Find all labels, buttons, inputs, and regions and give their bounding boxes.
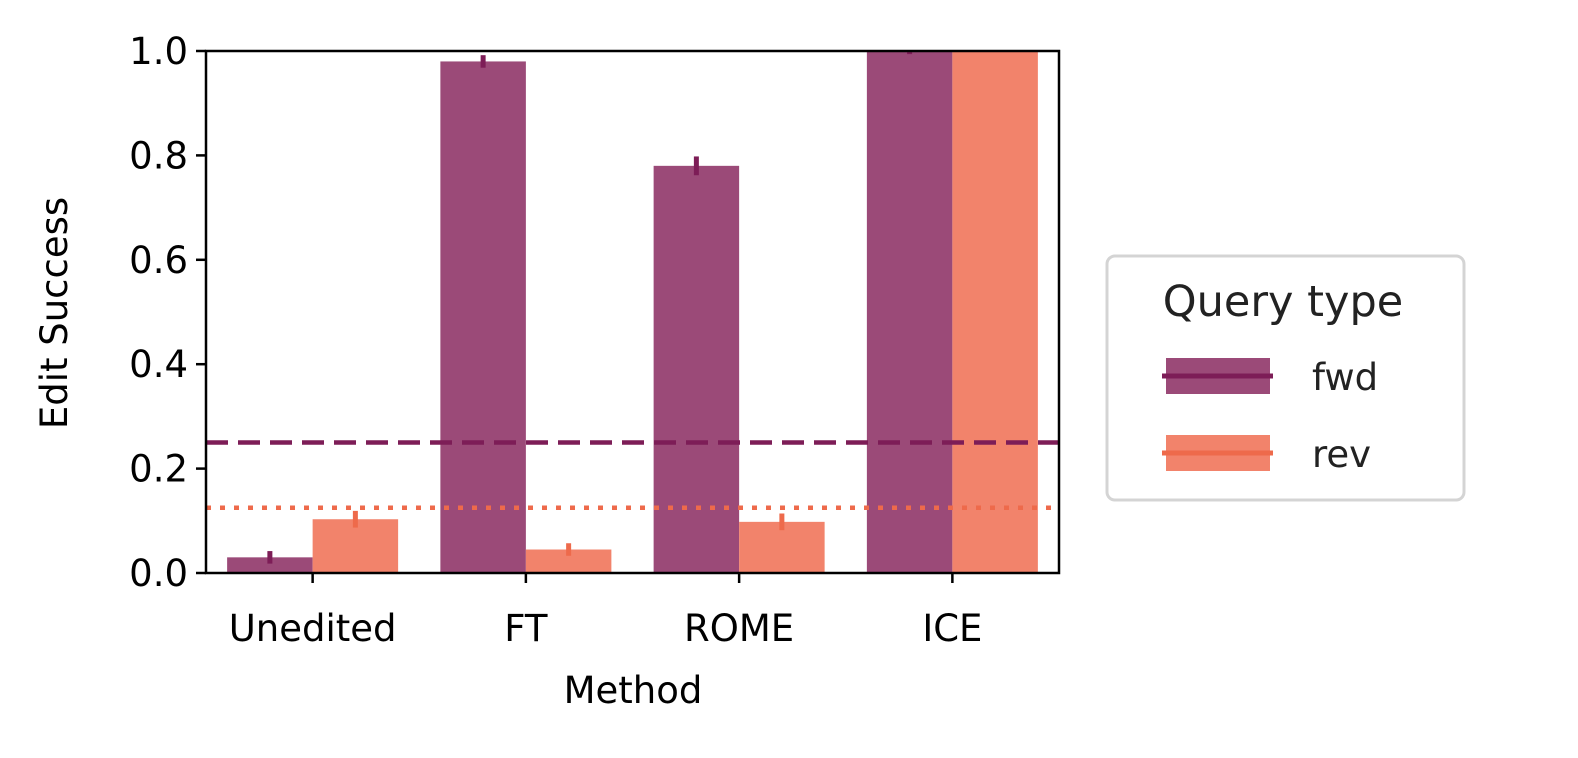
bars-group — [227, 51, 1038, 573]
y-tick-label: 1.0 — [129, 30, 188, 73]
bar-rev-ft — [525, 549, 612, 573]
axes-group — [204, 49, 1061, 575]
ticks-group: 0.0 0.2 0.4 0.6 0.8 1.0 Unedited FT ROME ICE — [129, 30, 982, 650]
y-tick-label: 0.4 — [129, 343, 188, 386]
x-tick-label: ROME — [684, 607, 794, 650]
x-tick-label: Unedited — [229, 607, 397, 650]
bar-fwd-ft — [440, 61, 526, 573]
y-tick-label: 0.6 — [129, 239, 188, 282]
legend-title: Query type — [1163, 277, 1403, 327]
x-tick-label: FT — [504, 607, 548, 650]
y-tick-label: 0.8 — [129, 134, 188, 177]
legend-label-fwd: fwd — [1312, 356, 1378, 399]
x-axis-label: Method — [564, 669, 703, 712]
legend-label-rev: rev — [1312, 433, 1371, 476]
bar-rev-unedited — [312, 519, 399, 573]
bar-fwd-unedited — [227, 557, 313, 573]
bar-rev-rome — [739, 521, 825, 573]
y-tick-label: 0.2 — [129, 448, 188, 491]
reference-lines-group — [206, 440, 1059, 510]
plot-frame — [204, 49, 1061, 575]
legend: Query type fwd rev — [1105, 254, 1466, 502]
bar-rev-ice — [952, 51, 1038, 573]
error-bars-group — [267, 51, 913, 564]
x-tick-label: ICE — [922, 607, 982, 650]
y-tick-label: 0.0 — [129, 552, 188, 595]
y-axis-label: Edit Success — [33, 197, 76, 429]
bar-fwd-ice — [866, 51, 953, 573]
bar-fwd-rome — [653, 165, 740, 573]
